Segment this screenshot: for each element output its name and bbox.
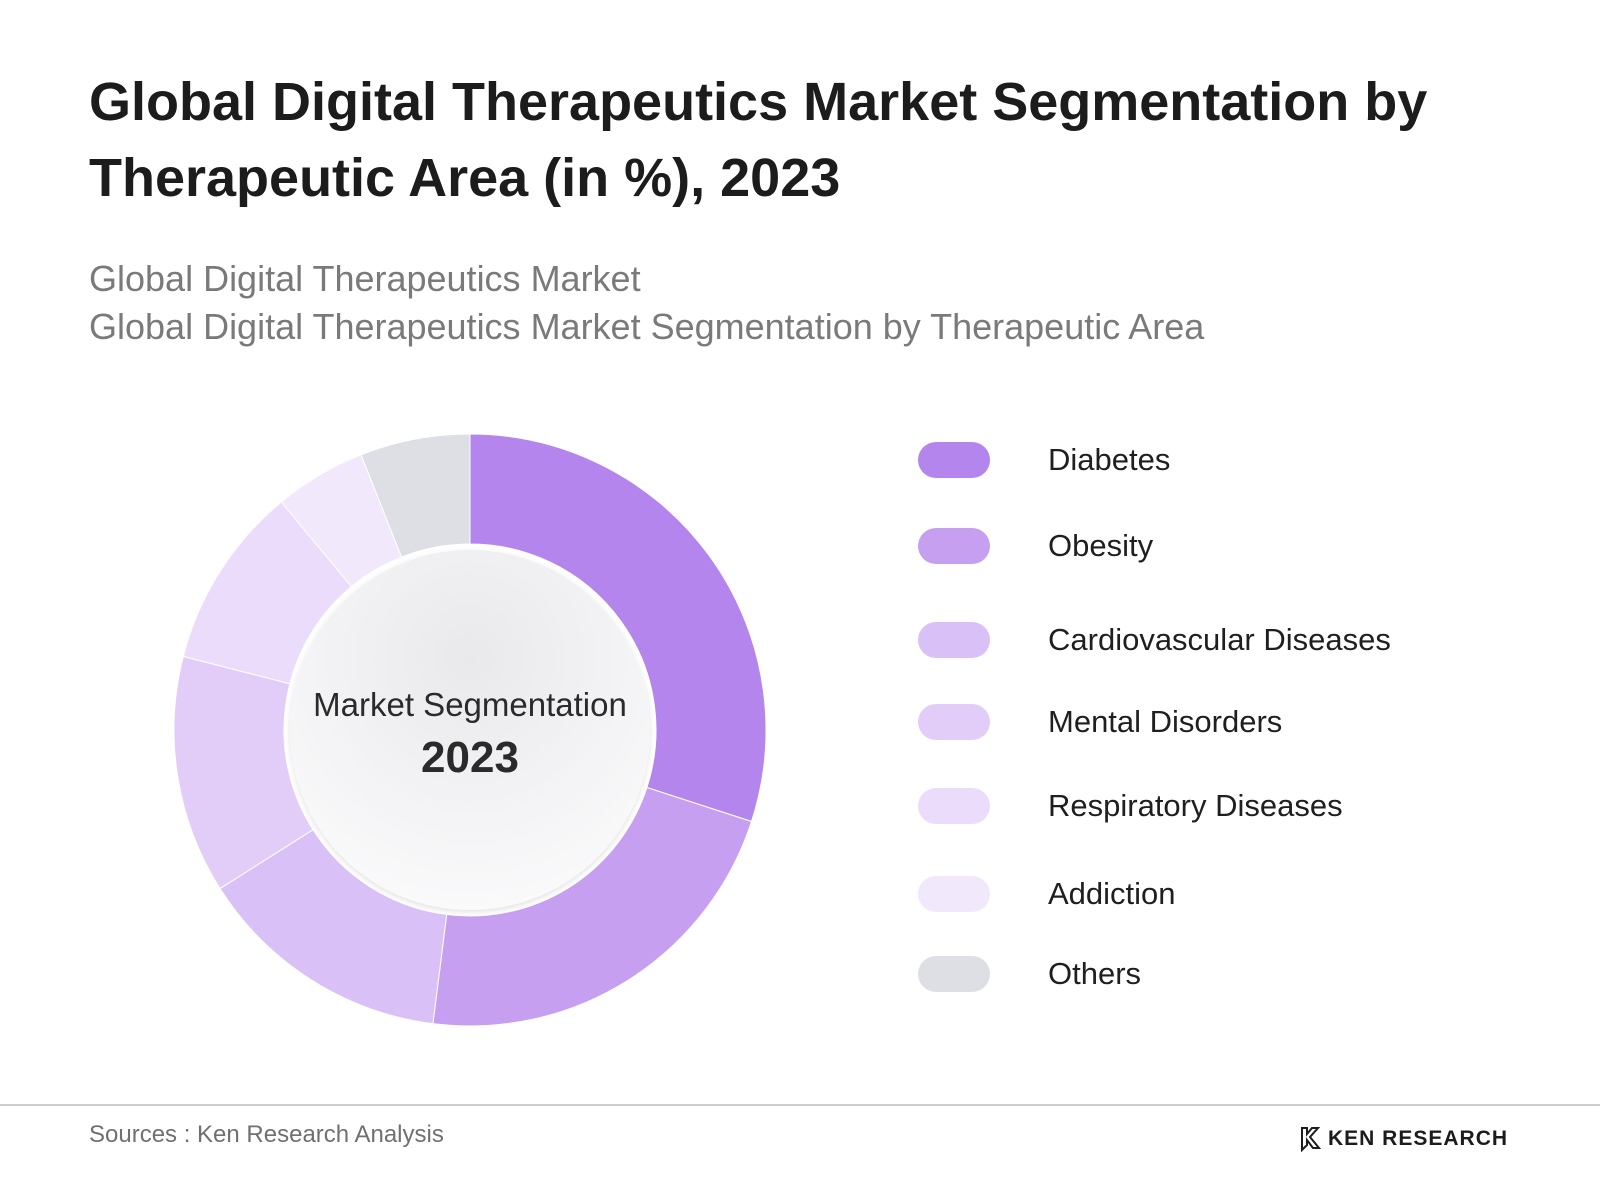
chart-subtitle-1: Global Digital Therapeutics Market: [89, 258, 641, 299]
brand-logo: KEN RESEARCH: [1300, 1124, 1508, 1154]
brand-name: KEN RESEARCH: [1328, 1127, 1509, 1150]
legend-item: Diabetes: [918, 440, 1170, 480]
legend-label: Mental Disorders: [1048, 704, 1283, 739]
legend-label: Addiction: [1048, 876, 1176, 911]
legend-item: Cardiovascular Diseases: [918, 620, 1391, 660]
center-year: 2023: [421, 733, 519, 782]
donut-slices: [173, 433, 767, 1027]
ken-research-logo-icon: [1301, 1127, 1322, 1152]
legend-swatch: [918, 704, 990, 740]
donut-chart: Market Segmentation 2023: [160, 420, 780, 1040]
legend-swatch: [918, 622, 990, 658]
legend-label: Others: [1048, 956, 1142, 991]
donut-center-disc: [290, 550, 650, 910]
legend-swatch: [918, 788, 990, 824]
legend-swatch: [918, 956, 990, 992]
donut-chart-svg: Market Segmentation 2023: [173, 433, 767, 1027]
chart-title: Global Digital Therapeutics Market Segme…: [89, 72, 1428, 208]
legend-swatch: [918, 528, 990, 564]
legend-label: Obesity: [1048, 528, 1154, 563]
legend-label: Diabetes: [1048, 442, 1171, 477]
legend-item: Mental Disorders: [918, 702, 1282, 742]
center-label: Market Segmentation: [313, 686, 627, 723]
legend-item: Addiction: [918, 874, 1176, 914]
legend-label: Cardiovascular Diseases: [1048, 622, 1391, 657]
legend-item: Respiratory Diseases: [918, 786, 1343, 826]
legend-item: Others: [918, 954, 1141, 994]
legend-label: Respiratory Diseases: [1048, 788, 1343, 823]
legend-item: Obesity: [918, 526, 1153, 566]
legend-swatch: [918, 876, 990, 912]
footer-divider: [0, 1104, 1600, 1106]
source-note: Sources : Ken Research Analysis: [89, 1121, 444, 1148]
legend-swatch: [918, 442, 990, 478]
chart-subtitle-2: Global Digital Therapeutics Market Segme…: [89, 306, 1205, 347]
